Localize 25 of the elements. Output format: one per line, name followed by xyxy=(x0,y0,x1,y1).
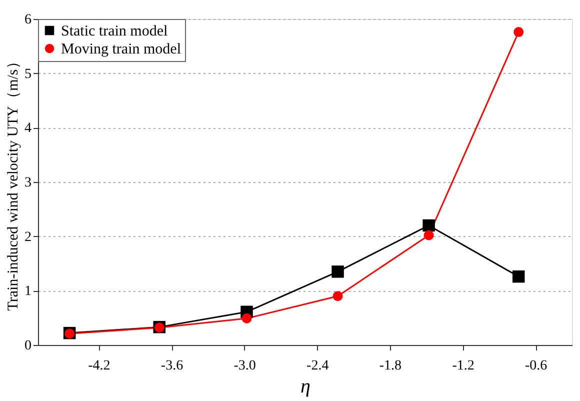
y-tick-label: 0 xyxy=(24,338,32,354)
y-tick-label: 3 xyxy=(24,176,32,190)
x-axis-title: η xyxy=(300,376,311,398)
y-tick-label: 6 xyxy=(24,12,32,28)
x-tick-label: -1.2 xyxy=(452,358,474,374)
point xyxy=(424,230,434,240)
x-tick-label: -2.4 xyxy=(306,358,329,374)
y-tick-label: 4 xyxy=(24,121,32,136)
point xyxy=(332,291,343,302)
y-tick-label: 5 xyxy=(24,66,32,82)
y-tick-label: 2 xyxy=(24,230,32,245)
x-tick-label: -1.8 xyxy=(379,358,402,374)
point xyxy=(332,266,344,278)
point xyxy=(512,270,525,283)
y-tick-label: 1 xyxy=(24,284,32,300)
legend-label: Moving train model xyxy=(61,42,181,58)
point xyxy=(422,219,435,232)
y-axis-title: Train-induced wind velocity UTY（m/s） xyxy=(6,54,22,311)
legend-label: Static train model xyxy=(61,24,168,40)
x-tick-label: -3.0 xyxy=(234,358,256,374)
x-tick-label: -0.6 xyxy=(525,358,548,374)
point xyxy=(242,313,252,324)
x-tick-label: -4.2 xyxy=(88,358,110,374)
point xyxy=(514,27,524,38)
x-tick-label: -3.6 xyxy=(160,358,184,374)
